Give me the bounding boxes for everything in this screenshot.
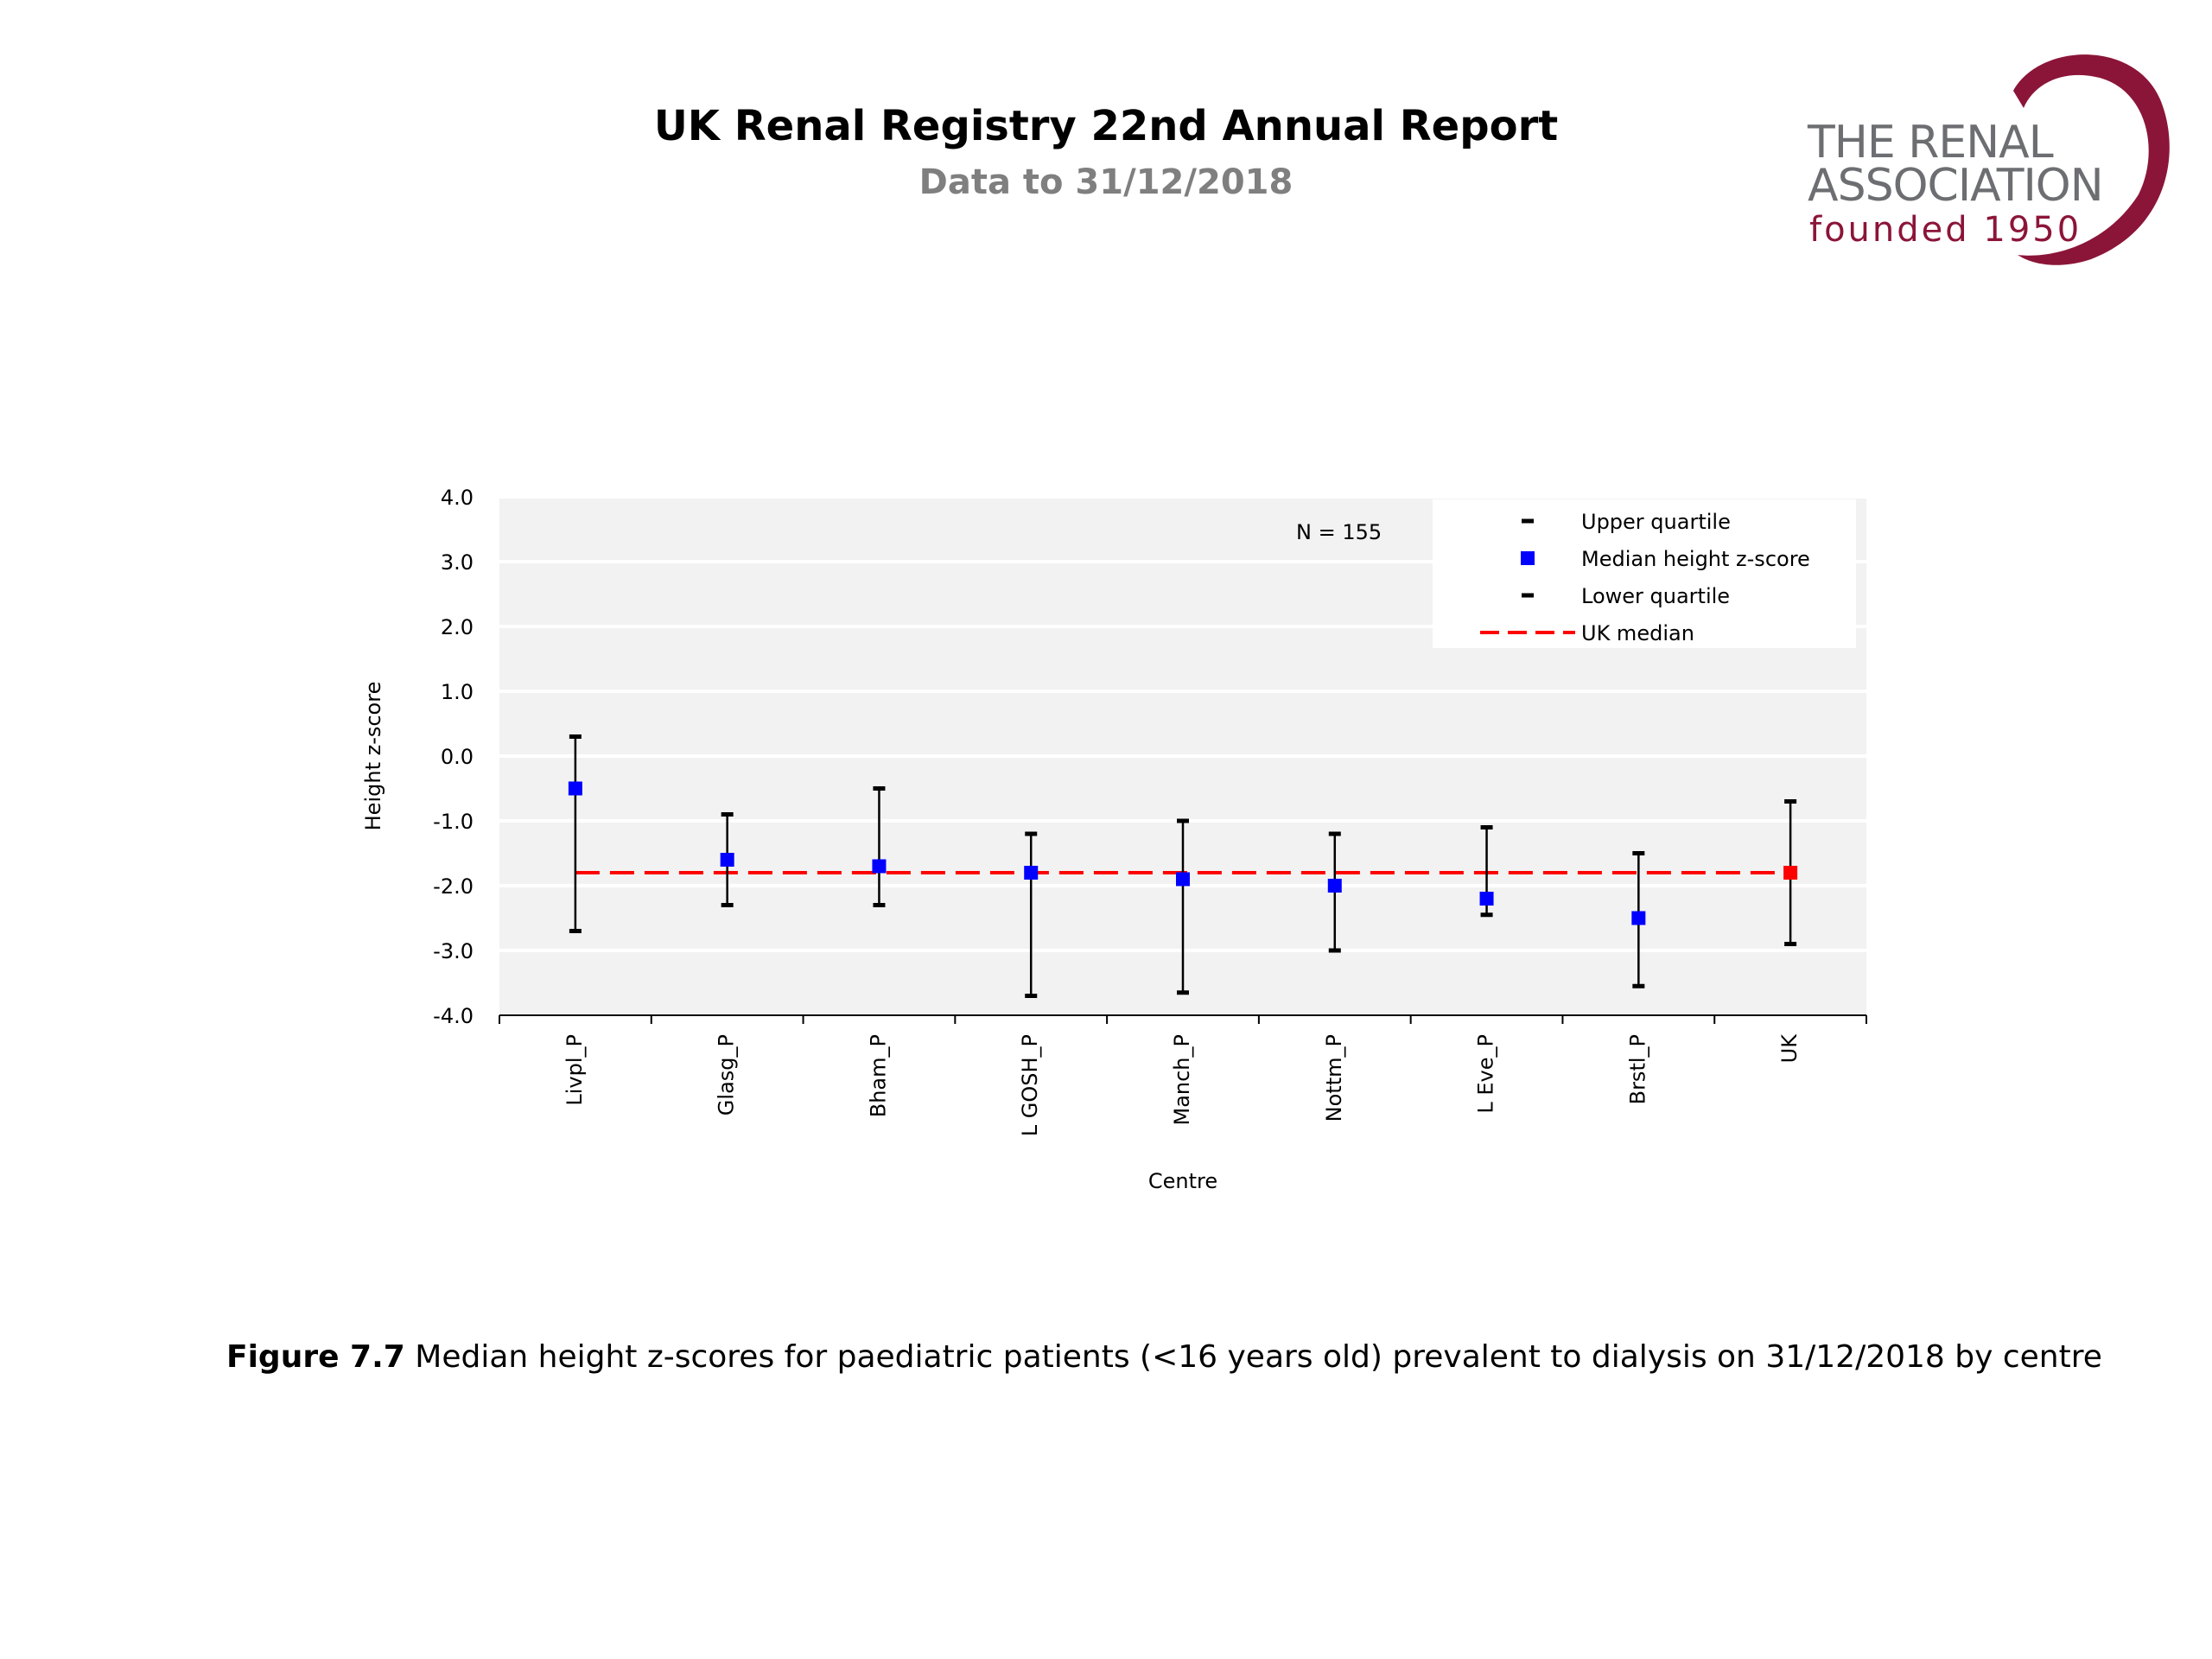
x-tick-label: UK: [1777, 1033, 1802, 1064]
report-subtitle: Data to 31/12/2018: [918, 162, 1294, 202]
figure-caption: Figure 7.7 Median height z-scores for pa…: [226, 1339, 2102, 1375]
y-tick-label: 4.0: [441, 486, 474, 510]
upper-quartile-mark: [873, 786, 886, 791]
y-tick-label: 1.0: [441, 680, 474, 704]
logo-line-3: founded 1950: [1809, 210, 2082, 250]
upper-quartile-mark: [1025, 831, 1038, 836]
upper-quartile-mark: [721, 812, 734, 817]
lower-quartile-mark: [721, 903, 734, 907]
x-tick-label: Glasg_P: [715, 1034, 739, 1116]
report-title: UK Renal Registry 22nd Annual Report: [653, 102, 1559, 150]
median-point: [720, 853, 734, 867]
lower-quartile-mark: [1480, 912, 1493, 918]
median-point: [1327, 879, 1342, 893]
uk-median-point: [1783, 866, 1798, 880]
legend-lower-quartile-label: Lower quartile: [1581, 584, 1730, 608]
x-tick-label: Livpl_P: [563, 1034, 587, 1106]
legend-box: [1433, 499, 1856, 648]
median-point: [1479, 892, 1494, 906]
median-point: [568, 781, 582, 796]
logo-line-2: ASSOCIATION: [1808, 160, 2104, 212]
renal-association-logo: THE RENAL ASSOCIATION founded 1950: [1797, 48, 2186, 272]
x-axis: Livpl_P Glasg_P Bham_P L GOSH_P Manch_P Nottm…: [499, 1014, 1867, 1136]
y-tick-label: -1.0: [433, 810, 474, 834]
x-tick-label: Manch_P: [1170, 1034, 1194, 1126]
upper-quartile-mark: [1480, 825, 1493, 830]
x-axis-label: Centre: [1148, 1169, 1217, 1193]
legend-median-label: Median height z-score: [1581, 547, 1810, 571]
data-marks: [568, 734, 1798, 998]
y-tick-label: -2.0: [433, 874, 474, 899]
y-axis-label: Height z-score: [361, 682, 385, 831]
lower-quartile-mark: [1328, 948, 1341, 953]
median-point: [1176, 872, 1190, 887]
legend-upper-quartile-label: Upper quartile: [1581, 510, 1731, 534]
legend: Upper quartile Median height z-score Lower…: [1433, 499, 1856, 648]
median-point: [1024, 866, 1039, 880]
y-tick-label: 3.0: [441, 550, 474, 575]
upper-quartile-mark: [1177, 818, 1189, 823]
lower-quartile-mark: [1025, 994, 1038, 998]
y-tick-label: -3.0: [433, 939, 474, 963]
upper-quartile-mark: [1632, 851, 1645, 855]
x-tick-label: Bham_P: [866, 1034, 890, 1117]
upper-quartile-mark: [1328, 831, 1341, 836]
lower-quartile-mark: [569, 929, 582, 933]
median-point: [1631, 911, 1646, 925]
sample-size-annotation: N = 155: [1296, 520, 1382, 544]
y-tick-label: 0.0: [441, 745, 474, 769]
caption-text: Median height z-scores for paediatric pa…: [404, 1339, 2102, 1375]
y-tick-label: 2.0: [441, 615, 474, 639]
y-axis: 4.0 3.0 2.0 1.0 0.0 -1.0 -2.0 -3.0 -4.0: [433, 486, 474, 1028]
upper-quartile-mark: [569, 734, 582, 739]
lower-quartile-mark: [1784, 942, 1797, 946]
caption-label: Figure 7.7: [226, 1339, 405, 1375]
lower-quartile-mark: [1177, 990, 1189, 995]
x-tick-label: Brstl_P: [1625, 1034, 1649, 1104]
x-tick-label: L Eve_P: [1474, 1034, 1498, 1114]
x-tick-label: Nottm_P: [1322, 1034, 1346, 1122]
upper-quartile-mark: [1784, 799, 1797, 804]
legend-uk-median-label: UK median: [1581, 621, 1694, 645]
swirl-logo-icon: [2013, 54, 2170, 265]
legend-lower-quartile-symbol: [1522, 593, 1534, 598]
x-tick-label: L GOSH_P: [1018, 1034, 1042, 1136]
logo-line-1: THE RENAL: [1808, 117, 2054, 168]
y-tick-label: -4.0: [433, 1004, 474, 1028]
lower-quartile-mark: [1632, 983, 1645, 988]
legend-upper-quartile-symbol: [1522, 518, 1534, 524]
lower-quartile-mark: [873, 903, 886, 907]
median-point: [872, 859, 887, 874]
legend-median-symbol: [1521, 551, 1535, 565]
